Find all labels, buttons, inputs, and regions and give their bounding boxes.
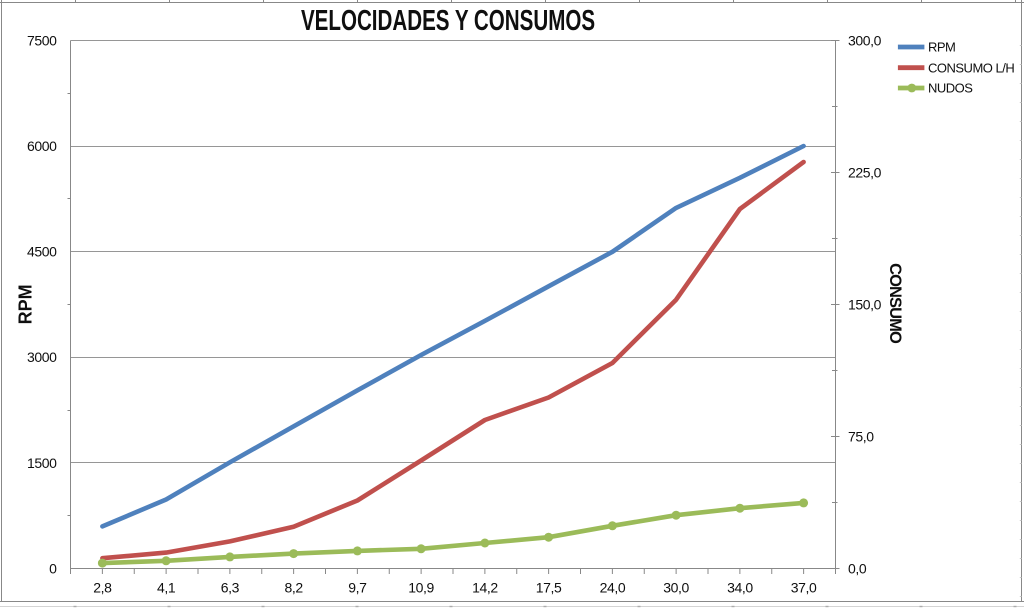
svg-text:4,1: 4,1 bbox=[157, 579, 176, 595]
svg-text:6000: 6000 bbox=[27, 138, 57, 154]
svg-text:24,0: 24,0 bbox=[600, 579, 626, 595]
svg-text:10,9: 10,9 bbox=[408, 579, 434, 595]
svg-text:NUDOS: NUDOS bbox=[928, 81, 973, 96]
svg-text:37,0: 37,0 bbox=[791, 579, 817, 595]
svg-text:CONSUMO L/H: CONSUMO L/H bbox=[928, 60, 1014, 75]
svg-text:VELOCIDADES Y CONSUMOS: VELOCIDADES Y CONSUMOS bbox=[301, 4, 595, 36]
svg-text:4500: 4500 bbox=[27, 244, 57, 260]
svg-text:6,3: 6,3 bbox=[221, 579, 240, 595]
svg-text:3000: 3000 bbox=[27, 349, 57, 365]
svg-text:0: 0 bbox=[49, 560, 57, 576]
svg-text:7500: 7500 bbox=[27, 32, 57, 48]
svg-text:CONSUMO: CONSUMO bbox=[886, 263, 904, 344]
svg-text:RPM: RPM bbox=[16, 284, 36, 324]
svg-text:2,8: 2,8 bbox=[93, 579, 112, 595]
svg-text:300,0: 300,0 bbox=[848, 32, 882, 48]
svg-text:0,0: 0,0 bbox=[848, 560, 867, 576]
svg-text:9,7: 9,7 bbox=[348, 579, 367, 595]
svg-text:34,0: 34,0 bbox=[727, 579, 753, 595]
svg-text:RPM: RPM bbox=[928, 40, 955, 55]
svg-text:17,5: 17,5 bbox=[536, 579, 562, 595]
svg-text:150,0: 150,0 bbox=[848, 296, 882, 312]
svg-text:14,2: 14,2 bbox=[472, 579, 498, 595]
svg-text:75,0: 75,0 bbox=[848, 428, 874, 444]
svg-text:8,2: 8,2 bbox=[284, 579, 303, 595]
svg-text:1500: 1500 bbox=[27, 455, 57, 471]
svg-text:225,0: 225,0 bbox=[848, 164, 882, 180]
svg-text:30,0: 30,0 bbox=[663, 579, 689, 595]
